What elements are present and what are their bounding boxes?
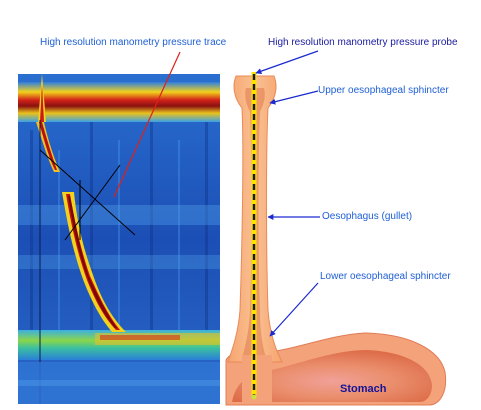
- oesophagus-anatomy: [226, 72, 446, 405]
- pressure-trace-image: [18, 74, 220, 404]
- stomach-label: Stomach: [340, 383, 386, 395]
- probe-pointer-line: [256, 51, 318, 73]
- pressure-trace-label: High resolution manometry pressure trace: [40, 37, 226, 49]
- lower-sphincter-label: Lower oesophageal sphincter: [320, 271, 451, 283]
- trace-upper-band: [18, 82, 220, 122]
- oesophagus-label: Oesophagus (gullet): [322, 211, 412, 223]
- upper-sphincter-pointer-line: [270, 91, 318, 103]
- pressure-probe-label: High resolution manometry pressure probe: [268, 37, 458, 49]
- lower-sphincter-pointer-line: [270, 283, 318, 336]
- upper-sphincter-label: Upper oesophageal sphincter: [318, 85, 449, 97]
